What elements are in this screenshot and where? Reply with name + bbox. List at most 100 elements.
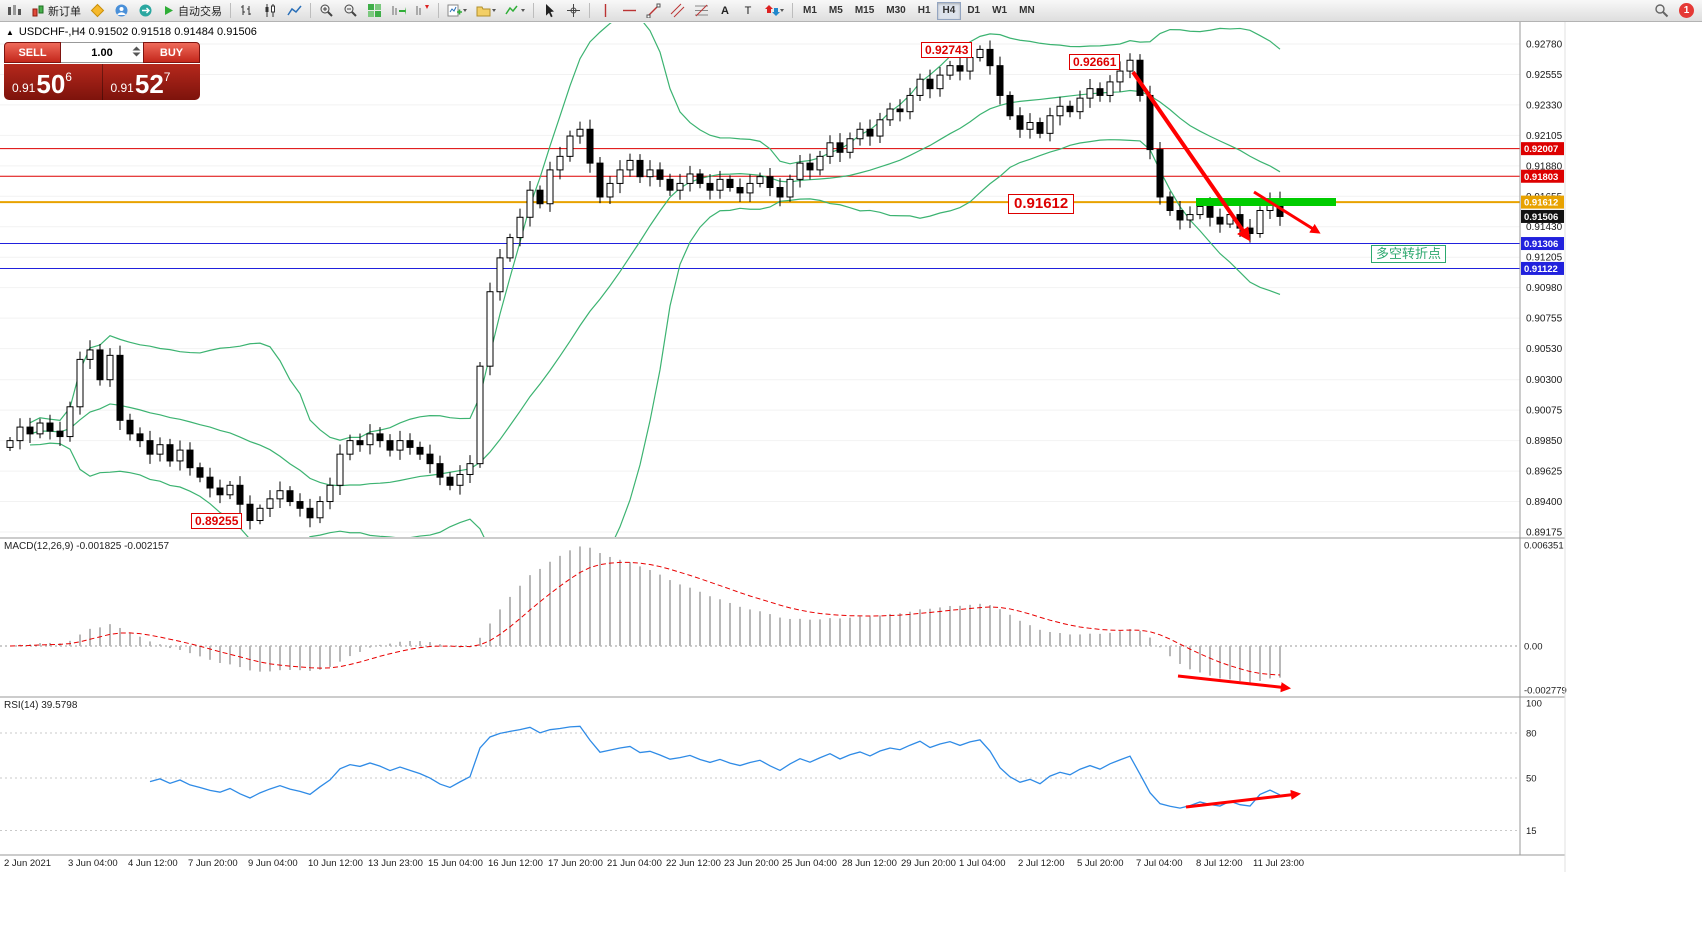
timeframe-button-d1[interactable]: D1 [961,2,986,20]
candle [1206,205,1214,218]
channel-button[interactable] [666,1,689,21]
toolbar-separator [438,3,439,18]
time-axis-label: 25 Jun 04:00 [782,858,837,869]
rsi-axis-label: 80 [1526,729,1537,740]
time-axis-label: 9 Jun 04:00 [248,858,298,869]
candle [536,189,544,205]
timeframe-button-m5[interactable]: M5 [823,2,849,20]
price-axis-label: 0.92105 [1526,131,1563,142]
zoom-out-button[interactable] [339,1,362,21]
price-axis-label: 0.92780 [1526,40,1563,51]
profiles-button[interactable] [472,1,500,21]
notification-badge[interactable]: 1 [1679,3,1694,18]
timeframe-button-h4[interactable]: H4 [936,1,962,20]
candle [566,135,574,157]
shapes-button[interactable] [760,1,788,21]
indicators-icon [505,5,525,15]
timeframe-button-m15[interactable]: M15 [849,2,880,20]
timeframe-button-m1[interactable]: M1 [797,2,823,20]
price-divider [101,64,103,100]
time-axis-label: 22 Jun 12:00 [666,858,721,869]
candle [856,128,864,140]
chart-shift-button[interactable] [411,1,434,21]
candle [376,433,384,442]
candle [276,490,284,500]
trendline-button[interactable] [642,1,665,21]
toolbar-separator [589,3,590,18]
candle [96,349,104,381]
zoom-in-button[interactable] [315,1,338,21]
price-axis-label: 0.90755 [1526,314,1563,325]
candle [1116,70,1124,83]
candle [1006,94,1014,117]
candle [786,178,794,198]
bar-chart-button[interactable] [235,1,258,21]
text-label-button[interactable]: T [737,1,759,21]
fibonacci-button[interactable] [690,1,713,21]
community-button[interactable] [110,1,133,21]
sell-button[interactable]: SELL [4,42,61,63]
trend-arrow[interactable] [1177,674,1292,693]
candle [1146,94,1154,151]
rsi-line [149,725,1281,809]
vertical-line-button[interactable] [594,1,617,21]
new-order-button[interactable]: 新订单 [27,1,85,21]
crosshair-button[interactable] [562,1,585,21]
text-button[interactable]: A [714,1,736,21]
timeframe-button-w1[interactable]: W1 [986,2,1013,20]
cursor-button[interactable] [538,1,561,21]
indicators-button[interactable] [501,1,529,21]
candle [356,440,364,446]
profiles-icon [476,6,496,17]
sell-price-display[interactable]: 0.91 50 6 [4,64,102,100]
trend-arrow[interactable] [1253,190,1321,234]
metaquotes-button[interactable] [86,1,109,21]
trend-arrow[interactable] [1185,789,1302,809]
candle [426,453,434,465]
candle [666,178,674,191]
new-chart-button[interactable] [443,1,471,21]
lot-size-input[interactable]: 1.00 [61,42,143,63]
time-axis-label: 29 Jun 20:00 [901,858,956,869]
charts-menu-button[interactable] [3,1,26,21]
support-zone-bar[interactable] [1196,198,1336,206]
candle [1076,97,1084,113]
candle [886,108,894,121]
candle [286,490,294,503]
search-button[interactable] [1650,1,1673,21]
candle [1196,205,1204,216]
auto-scroll-button[interactable] [387,1,410,21]
time-axis-label: 8 Jul 12:00 [1196,858,1242,869]
candlestick-chart-button[interactable] [259,1,282,21]
candle [366,433,374,446]
time-axis-label: 5 Jul 20:00 [1077,858,1123,869]
time-axis-label: 23 Jun 20:00 [724,858,779,869]
timeframe-button-m30[interactable]: M30 [880,2,911,20]
timeframe-button-mn[interactable]: MN [1013,2,1041,20]
candle [156,444,164,455]
buy-button[interactable]: BUY [143,42,200,63]
buy-price-display[interactable]: 0.91 52 7 [103,64,201,100]
timeframe-button-h1[interactable]: H1 [912,2,937,20]
trend-arrow[interactable] [1131,70,1251,242]
time-axis-label: 15 Jun 04:00 [428,858,483,869]
horizontal-line-button[interactable] [618,1,641,21]
lot-increase-button[interactable] [132,46,141,51]
candle [46,422,54,432]
candle [776,186,784,198]
line-chart-button[interactable] [283,1,306,21]
vps-button[interactable] [134,1,157,21]
label-tool-glyph: T [744,4,752,17]
candle [406,440,414,448]
lot-decrease-button[interactable] [132,52,141,57]
candle [576,128,584,137]
candle [926,78,934,90]
zoom-out-icon [344,4,357,17]
tile-windows-button[interactable] [363,1,386,21]
autotrading-button[interactable]: 自动交易 [158,1,226,21]
candle [26,426,34,435]
candle [216,487,224,496]
price-tag-text: 0.91306 [1524,239,1558,250]
candle [466,463,474,475]
